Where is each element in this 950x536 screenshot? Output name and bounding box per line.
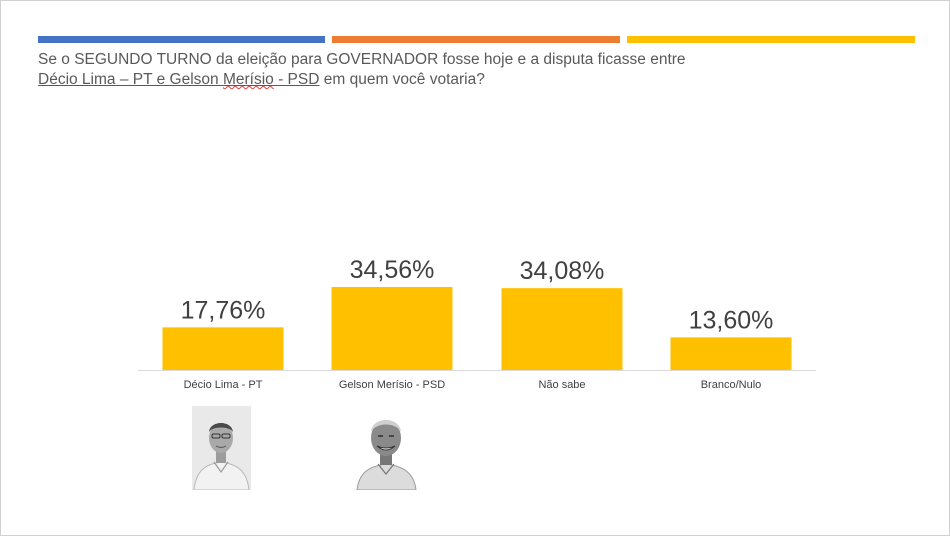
data-label: 13,60% [689,306,774,334]
category-label: Décio Lima - PT [184,379,263,391]
data-label: 17,76% [181,296,266,324]
bar [501,288,623,370]
data-label: 34,56% [350,256,435,284]
question-candidates-c: - PSD [273,71,320,88]
category-label: Branco/Nulo [701,379,762,391]
bar [331,287,453,370]
question-tail: em quem você votaria? [319,71,485,88]
category-label: Gelson Merísio - PSD [339,379,445,391]
orange-accent-stripe [332,36,620,43]
data-label: 34,08% [520,257,605,285]
question-candidates-b: Merísio [222,71,274,88]
category-label: Não sabe [538,379,585,391]
decio-lima-photo [192,406,251,490]
bar [162,327,284,370]
yellow-accent-stripe [627,36,915,43]
question-line-1: Se o SEGUNDO TURNO da eleição para GOVER… [38,51,686,68]
candidate-photo-icon [192,406,251,490]
question-line-2: Décio Lima – PT e Gelson Merísio - PSD e… [38,70,918,90]
question-candidates-a: Décio Lima – PT e Gelson [38,71,223,88]
candidate-photo-icon [356,406,417,490]
bar [670,337,792,370]
blue-accent-stripe [38,36,325,43]
survey-question: Se o SEGUNDO TURNO da eleição para GOVER… [38,50,918,90]
gelson-merisio-photo [356,406,417,490]
